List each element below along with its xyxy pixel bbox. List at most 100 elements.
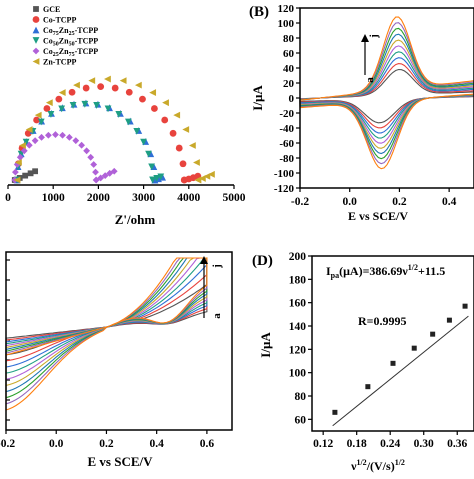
panel-a-point-co25zn75-tcpp [31,137,39,145]
legend-text-part: -TCPP [75,47,99,56]
panel-c-cv-curve [5,257,208,405]
panel-a-point-co-tcpp [151,105,158,112]
legend-text-part: -TCPP [75,37,99,46]
panel-a-marks [11,75,215,184]
panel-d-label: (D) [252,253,273,269]
panel-a-point-zn-tcpp [119,77,127,84]
panel-a-x-ticks: 0 1000 2000 3000 4000 5000 [5,185,246,204]
legend-text-part: -TCPP [75,26,99,35]
panel-a-point-co50zn50-tcpp [115,111,123,118]
panel-c-curves [5,257,208,411]
panel-d-x-tick-label: 0.24 [380,438,400,450]
eq-main: I [326,264,331,278]
legend-text-part: Zn [59,37,69,46]
panel-b-y-tick-label: 100 [278,18,295,30]
panel-a-point-co-tcpp [43,105,51,112]
panel-a-point-co50zn50-tcpp [140,138,147,146]
panel-a: 0 1000 2000 3000 4000 5000 Z'/ohm GCECo-TCPPC… [5,5,246,227]
panel-b-y-tick-label: -80 [279,153,294,165]
panel-a-point-co50zn50-tcpp [153,175,161,182]
panel-a-point-gce [27,170,34,177]
panel-d-y-ticks: 60 80 100 120 140 160 180 200 [289,251,312,426]
panel-a-point-co-tcpp [139,95,146,103]
panel-a-point-co50zn50-tcpp [157,173,165,181]
panel-d-y-tick-label: 60 [295,414,307,426]
panel-a-x-tick-label: 0 [5,192,11,204]
xl-main: ν [350,459,357,473]
panel-a-point-co25zn75-tcpp [16,153,24,161]
panel-a-point-co25zn75-tcpp [59,131,66,139]
panel-b-x-label: E vs SCE/V [348,209,408,223]
panel-a-legend-label: Co50Zn50-TCPP [43,37,98,48]
legend-text-part: 25 [69,31,75,37]
panel-a-legend-marker [32,16,40,23]
panel-d-point [430,331,436,337]
panel-b-y-label: I/μA [250,85,265,111]
panel-a-point-co50zn50-tcpp [133,127,141,135]
panel-d-fit-line [332,315,469,427]
panel-a-point-zn-tcpp [25,126,33,133]
panel-a-point-zn-tcpp [73,81,80,89]
panel-a-point-co25zn75-tcpp [11,168,19,176]
panel-d-x-tick-label: 0.30 [414,438,434,450]
panel-c-cv-curve [5,257,208,411]
panel-d-equation: Ipa(μA)=386.69ν1/2+11.5 [326,263,445,280]
panel-a-point-co25zn75-tcpp [72,137,80,145]
eq-tail: +11.5 [418,264,445,278]
panel-b-arrow-start-label: a [364,77,376,83]
panel-a-point-co-tcpp [179,160,187,168]
panel-a-point-co25zn75-tcpp [52,131,59,138]
panel-a-point-co-tcpp [111,84,119,92]
panel-d-point [332,409,338,415]
panel-a-point-co-tcpp [55,95,63,103]
panel-a-point-co50zn50-tcpp [149,176,157,184]
panel-a-legend-marker [32,26,40,34]
panel-b-y-tick-label: 60 [283,48,295,60]
panel-b-y-tick-label: 20 [283,78,295,90]
panel-a-point-co50zn50-tcpp [58,105,66,113]
panel-a-legend-marker [33,6,39,12]
panel-c-x-ticks: -0.2 0.0 0.2 0.4 0.6 [0,430,214,450]
panel-d-point [365,384,371,390]
panel-b-arrow: a j [361,34,380,83]
legend-text-part: Zn [59,26,69,35]
panel-a-point-co25zn75-tcpp [87,153,95,161]
panel-a-legend-label: Co-TCPP [43,16,76,25]
panel-b: (B) I/μA -120 -100 -80 -60 -40 -20 0 20 40 60 80 10… [249,3,474,223]
panel-a-legend-marker [32,37,40,44]
panel-a-point-co25zn75-tcpp [78,141,86,149]
panel-a-point-co25zn75-tcpp [25,141,33,149]
legend-text-part: 50 [69,42,75,48]
panel-a-point-co-tcpp [161,116,169,124]
panel-c-cv-curve [5,263,208,368]
panel-d-y-tick-label: 120 [289,344,307,356]
panel-b-y-tick-label: 40 [283,63,295,75]
panel-a-legend-label: Co25Zn75-TCPP [43,47,98,58]
panel-c-arrow-end-label: j [211,264,223,269]
panel-b-x-tick-label: 0.2 [392,196,407,208]
panel-a-point-gce [22,172,29,179]
panel-b-y-ticks: -120 -100 -80 -60 -40 -20 0 20 40 60 80 100 120 [274,3,300,195]
panel-a-point-zn-tcpp [162,99,169,107]
eq-sup: 1/2 [408,263,418,272]
panel-a-x-tick-label: 4000 [177,192,200,204]
panel-a-point-co50zn50-tcpp [81,100,89,108]
legend-text-part: Zn-TCPP [43,58,76,67]
xl-mid: /(V/s) [366,459,395,473]
panel-b-cv-curve [299,16,474,170]
panel-d-x-tick-label: 0.18 [347,438,367,450]
panel-c-arrow-start-label: a [211,313,223,319]
panel-d-x-tick-label: 0.12 [313,438,333,450]
legend-text-part: 75 [53,31,59,37]
panel-a-point-co-tcpp [125,88,133,96]
panel-b-cv-curve [299,57,474,134]
panel-c-arrow: a j [200,256,223,319]
xl-sup1: 1/2 [356,458,366,467]
panel-b-x-tick-label: 0.0 [343,196,358,208]
panel-b-y-tick-label: -120 [274,183,295,195]
legend-text-part: Co [43,26,53,35]
panel-c-x-tick-label: 0.6 [200,438,215,450]
panel-d-y-tick-label: 100 [289,368,307,380]
panel-a-point-co50zn50-tcpp [47,111,55,118]
panel-b-y-tick-label: -20 [279,108,294,120]
